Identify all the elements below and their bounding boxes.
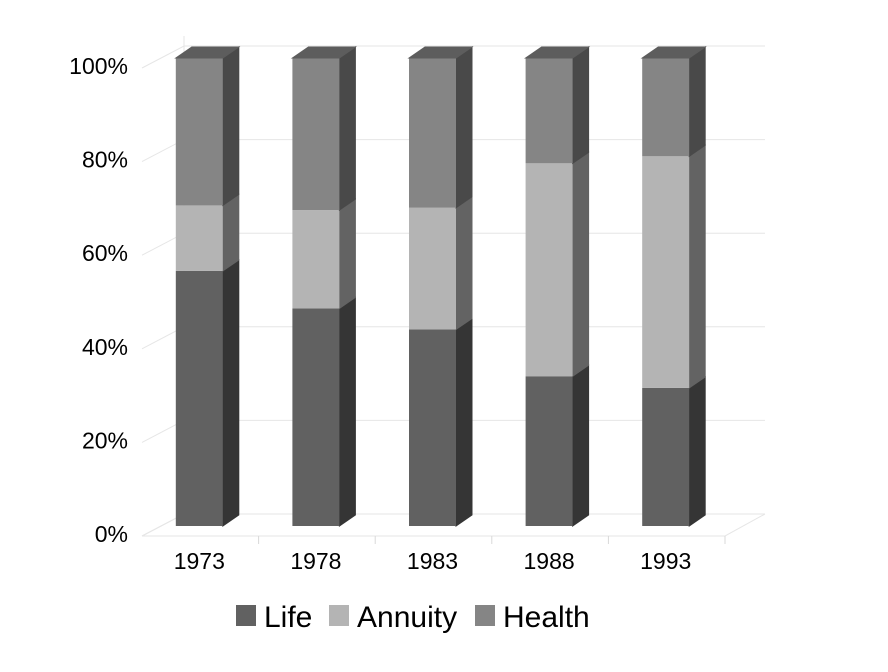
bar-side-health-1988 xyxy=(572,46,590,165)
bar-life-1983 xyxy=(409,329,456,526)
bar-side-annuity-1993 xyxy=(688,144,706,389)
bar-top-1973 xyxy=(174,46,241,59)
y-tick-label: 60% xyxy=(82,240,128,266)
bar-stack-1993 xyxy=(640,46,707,527)
bar-side-health-1973 xyxy=(222,46,240,207)
bar-side-health-1993 xyxy=(688,46,706,158)
bar-side-annuity-1983 xyxy=(455,195,473,331)
bar-side-life-1983 xyxy=(455,317,473,527)
x-tick-label-1973: 1973 xyxy=(174,548,225,574)
bar-top-1983 xyxy=(407,46,474,59)
bar-stack-1973 xyxy=(174,46,241,527)
x-tick-label-1988: 1988 xyxy=(524,548,575,574)
bar-life-1973 xyxy=(175,270,223,526)
bar-life-1988 xyxy=(525,376,573,526)
bar-top-1988 xyxy=(523,46,591,59)
bars xyxy=(174,46,707,527)
bar-stack-1978 xyxy=(290,46,358,527)
bar-stack-1983 xyxy=(407,46,474,527)
y-tick-label: 80% xyxy=(82,147,128,173)
x-tick-label-1993: 1993 xyxy=(640,548,691,574)
bar-annuity-1978 xyxy=(292,210,340,309)
bar-health-1988 xyxy=(525,58,573,164)
y-tick-label: 0% xyxy=(95,521,128,547)
bar-side-life-1993 xyxy=(688,375,706,527)
bar-side-life-1988 xyxy=(572,364,590,527)
y-axis-tick-labels: 0% 20% 40% 60% 80% 100% xyxy=(69,53,128,547)
y-tick-label: 20% xyxy=(82,427,128,453)
bar-top-1978 xyxy=(290,46,358,59)
legend-label-health: Health xyxy=(503,601,590,634)
x-tick-label-1983: 1983 xyxy=(407,548,458,574)
legend-swatch-health xyxy=(475,605,495,626)
bar-health-1973 xyxy=(175,58,223,206)
bar-health-1983 xyxy=(409,58,456,208)
gridline xyxy=(141,45,765,69)
bar-top-1993 xyxy=(640,46,707,59)
bar-life-1978 xyxy=(292,308,340,526)
bar-side-health-1978 xyxy=(338,46,356,212)
bar-health-1978 xyxy=(292,58,340,211)
bar-life-1993 xyxy=(642,387,690,526)
bar-annuity-1993 xyxy=(642,156,690,388)
legend-swatch-life xyxy=(236,605,256,626)
bar-side-life-1978 xyxy=(338,296,356,527)
x-tick-label-1978: 1978 xyxy=(290,548,341,574)
bar-health-1993 xyxy=(642,58,690,157)
bar-side-health-1983 xyxy=(455,46,473,209)
bar-annuity-1983 xyxy=(409,207,456,330)
legend: Life Annuity Health xyxy=(236,601,590,634)
bar-side-annuity-1973 xyxy=(222,193,240,272)
bar-stack-1988 xyxy=(523,46,591,527)
bar-side-life-1973 xyxy=(222,258,240,527)
y-tick-label: 100% xyxy=(69,53,128,79)
y-tick-label: 40% xyxy=(82,334,128,360)
x-axis-tick-labels: 1973 1978 1983 1988 1993 xyxy=(174,548,692,574)
bar-annuity-1988 xyxy=(525,163,573,377)
bar-side-annuity-1978 xyxy=(338,198,356,310)
bar-annuity-1973 xyxy=(175,205,223,271)
legend-label-annuity: Annuity xyxy=(357,601,457,634)
bar-side-annuity-1988 xyxy=(572,151,590,378)
legend-label-life: Life xyxy=(264,601,312,634)
legend-swatch-annuity xyxy=(329,605,349,626)
